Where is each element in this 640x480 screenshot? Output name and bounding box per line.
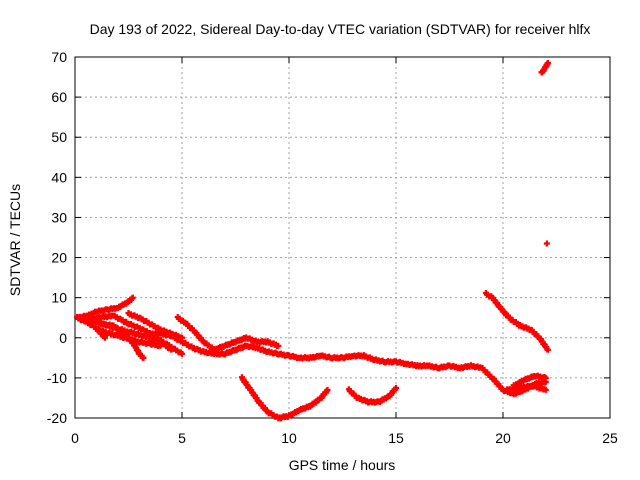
y-tick-label: -10 <box>47 370 67 386</box>
data-points <box>74 60 551 422</box>
data-point <box>543 240 550 247</box>
data-point <box>275 342 282 349</box>
y-tick-label: -20 <box>47 410 67 426</box>
y-tick-label: 30 <box>51 209 67 225</box>
data-point <box>179 350 185 357</box>
x-tick-label: 20 <box>495 430 511 446</box>
y-tick-label: 0 <box>59 330 67 346</box>
data-point <box>542 374 549 381</box>
x-tick-label: 15 <box>388 430 404 446</box>
series-track-6 <box>93 326 164 349</box>
series-track-10 <box>211 334 282 353</box>
x-axis-label: GPS time / hours <box>289 457 396 473</box>
data-point <box>129 294 136 301</box>
series-track-9 <box>174 314 218 353</box>
series-track-11 <box>238 374 331 422</box>
axis-ticks: 0 5 10 15 20 25 -20 -10 0 10 20 30 40 50 60 70 <box>47 49 618 446</box>
grid <box>75 57 610 418</box>
y-tick-label: 20 <box>51 250 67 266</box>
x-tick-label: 5 <box>178 430 186 446</box>
y-tick-label: 50 <box>51 129 67 145</box>
x-tick-label: 0 <box>71 430 79 446</box>
data-point <box>544 60 551 67</box>
y-axis-label: SDTVAR / TECUs <box>7 184 23 296</box>
chart-title: Day 193 of 2022, Sidereal Day-to-day VTE… <box>90 21 591 37</box>
plot-frame <box>74 56 611 419</box>
data-point <box>140 354 147 361</box>
data-point <box>324 386 331 393</box>
x-tick-label: 25 <box>602 430 618 446</box>
x-tick-label: 10 <box>281 430 297 446</box>
series-track-15 <box>504 382 549 394</box>
data-point <box>544 346 551 353</box>
series-track-12 <box>345 384 399 406</box>
series-track-5 <box>82 314 175 353</box>
data-point <box>168 346 175 353</box>
data-point <box>393 384 399 391</box>
data-point <box>101 334 108 341</box>
data-point <box>542 386 549 393</box>
y-tick-label: 10 <box>51 290 67 306</box>
series-track-16 <box>538 60 551 76</box>
y-tick-label: 40 <box>51 169 67 185</box>
series-track-13 <box>482 289 551 353</box>
y-tick-label: 60 <box>51 89 67 105</box>
series-track-17 <box>543 240 550 247</box>
data-point <box>157 342 164 349</box>
y-tick-label: 70 <box>51 49 67 65</box>
